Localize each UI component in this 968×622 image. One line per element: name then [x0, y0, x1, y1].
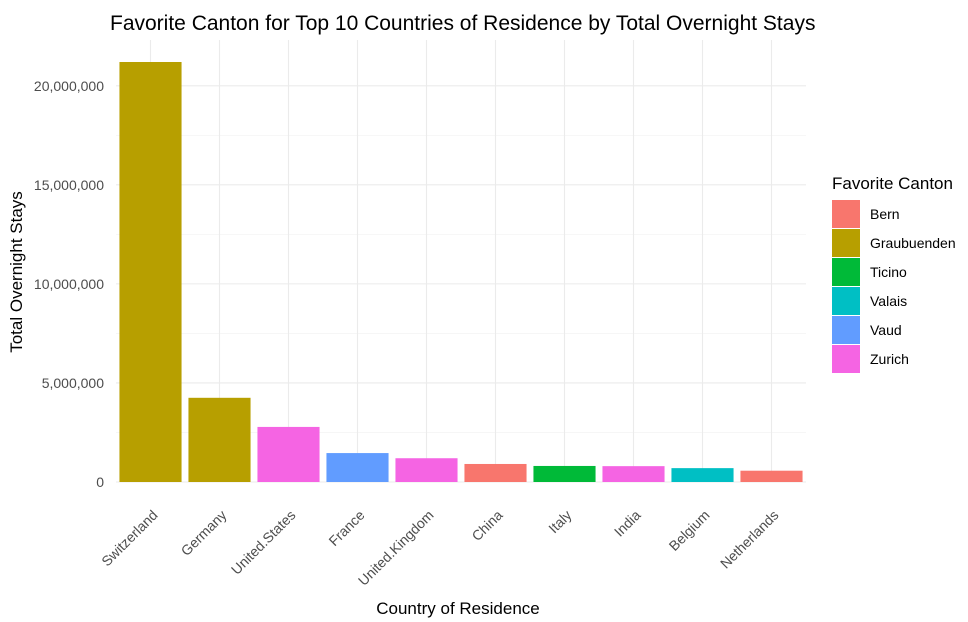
x-axis-title: Country of Residence — [376, 599, 539, 618]
x-tick-label: India — [611, 507, 644, 540]
y-tick-label: 20,000,000 — [34, 78, 104, 94]
legend-label: Graubuenden — [870, 235, 956, 251]
legend-swatch — [832, 345, 860, 373]
x-tick-label: Italy — [545, 507, 574, 536]
legend-swatch — [832, 200, 860, 228]
bar — [119, 62, 182, 482]
chart-title: Favorite Canton for Top 10 Countries of … — [110, 12, 815, 35]
bar — [533, 465, 596, 482]
y-tick-label: 5,000,000 — [42, 375, 104, 391]
x-tick-label: United.Kingdom — [355, 507, 437, 589]
x-tick-label: France — [325, 507, 367, 549]
legend-label: Bern — [870, 206, 900, 222]
legend-label: Valais — [870, 293, 907, 309]
bars — [119, 62, 803, 482]
x-tick-label: Netherlands — [717, 507, 782, 572]
x-tick-label: Switzerland — [98, 507, 160, 569]
legend-swatch — [832, 316, 860, 344]
bar — [671, 468, 734, 482]
y-tick-label: 15,000,000 — [34, 177, 104, 193]
x-tick-label: United.States — [228, 507, 299, 578]
y-axis-ticks: 0 5,000,000 10,000,000 15,000,000 20,000,000 — [34, 78, 104, 490]
bar — [326, 453, 389, 482]
legend-swatch — [832, 229, 860, 257]
legend-swatch — [832, 287, 860, 315]
legend-label: Ticino — [870, 264, 907, 280]
x-tick-label: Germany — [178, 507, 230, 559]
bar — [740, 470, 803, 482]
legend-label: Vaud — [870, 322, 902, 338]
legend-label: Zurich — [870, 351, 909, 367]
y-axis-title: Total Overnight Stays — [7, 191, 26, 353]
grid-lines — [116, 40, 806, 483]
legend-title: Favorite Canton — [832, 174, 953, 193]
x-tick-label: Belgium — [666, 507, 713, 554]
legend: Favorite Canton Bern Graubuenden Ticino Val… — [832, 174, 956, 373]
x-tick-label: China — [468, 507, 505, 544]
bar — [395, 458, 458, 482]
legend-swatch — [832, 258, 860, 286]
bar — [257, 426, 320, 482]
y-tick-label: 10,000,000 — [34, 276, 104, 292]
bar — [602, 466, 665, 482]
y-tick-label: 0 — [96, 474, 104, 490]
bar — [464, 463, 527, 482]
bar — [188, 397, 251, 482]
